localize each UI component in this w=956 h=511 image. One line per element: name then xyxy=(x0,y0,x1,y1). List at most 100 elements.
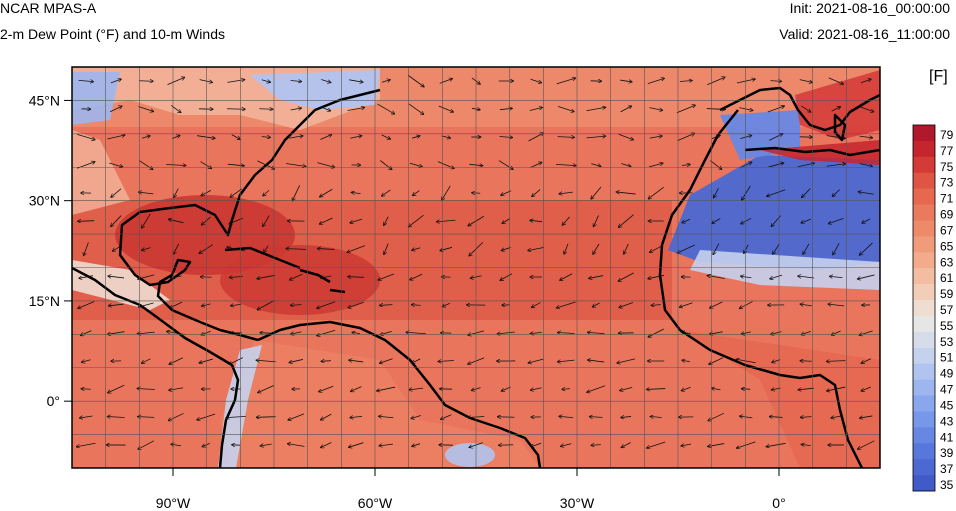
wind-arrow xyxy=(290,80,302,81)
lat-tick-label: 0° xyxy=(47,393,60,409)
wind-arrow xyxy=(826,361,846,362)
wind-arrow xyxy=(530,220,543,221)
wind-arrow xyxy=(317,301,336,308)
colorbar-label: 39 xyxy=(940,446,954,460)
colorbar-label: 49 xyxy=(940,367,954,381)
wind-arrow xyxy=(767,189,786,197)
wind-arrow xyxy=(139,192,154,194)
wind-arrow xyxy=(382,189,391,196)
colorbar-swatch xyxy=(913,140,935,158)
wind-arrow xyxy=(377,386,396,391)
wind-arrow xyxy=(413,190,420,196)
wind-arrow xyxy=(321,361,331,362)
wind-arrow xyxy=(649,136,662,139)
wind-arrow xyxy=(556,301,576,308)
wind-arrow xyxy=(381,80,390,82)
wind-arrow xyxy=(78,80,94,81)
wind-arrow xyxy=(350,136,361,139)
wind-arrow xyxy=(78,301,95,309)
wind-arrow xyxy=(859,136,873,138)
map-frame xyxy=(71,66,881,469)
wind-arrow xyxy=(109,106,122,113)
wind-arrow xyxy=(770,274,783,279)
colorbar-swatch xyxy=(913,300,935,317)
wind-arrow xyxy=(171,444,182,446)
wind-arrow xyxy=(412,358,421,363)
wind-arrow xyxy=(801,218,812,223)
wind-arrow xyxy=(766,442,786,446)
wind-arrow xyxy=(227,247,246,252)
wind-arrow xyxy=(197,413,216,420)
wind-arrow xyxy=(289,359,303,362)
wind-arrow xyxy=(257,160,274,169)
wind-arrow xyxy=(677,133,694,142)
wind-arrow xyxy=(617,358,636,363)
wind-arrow xyxy=(562,216,570,225)
wind-arrow xyxy=(647,441,666,448)
lon-tick-label: 0° xyxy=(772,495,785,511)
wind-arrow xyxy=(741,332,751,334)
wind-arrow xyxy=(138,106,154,112)
colorbar-swatch xyxy=(913,125,935,142)
wind-arrow xyxy=(174,188,179,198)
wind-arrow xyxy=(442,302,450,306)
wind-arrow xyxy=(832,189,840,197)
lon-tick-label: 90°W xyxy=(156,495,191,511)
wind-arrow xyxy=(682,360,691,361)
wind-arrow xyxy=(620,80,632,82)
wind-arrow xyxy=(352,332,361,333)
colorbar-swatch xyxy=(913,475,935,492)
colorbar-label: 69 xyxy=(940,208,954,222)
wind-arrow xyxy=(441,136,451,138)
wind-arrow xyxy=(860,242,873,255)
wind-arrow xyxy=(593,215,599,226)
wind-arrow xyxy=(649,107,662,111)
wind-arrow xyxy=(79,275,94,279)
wind-arrow xyxy=(261,79,271,83)
wind-arrow xyxy=(171,276,182,278)
wind-arrow xyxy=(591,445,601,446)
wind-arrow xyxy=(319,217,333,224)
wind-arrow xyxy=(259,109,272,110)
wind-arrow xyxy=(529,107,542,111)
colorbar-label: 47 xyxy=(940,383,954,397)
wind-arrow xyxy=(439,79,452,84)
wind-arrow xyxy=(828,217,844,223)
wind-arrow xyxy=(561,443,572,447)
wind-arrow xyxy=(557,105,574,111)
wind-arrow xyxy=(498,417,515,418)
wind-arrow xyxy=(860,416,873,418)
wind-arrow xyxy=(861,358,871,363)
wind-arrow xyxy=(440,246,453,250)
init-time: Init: 2021-08-16_00:00:00 xyxy=(789,0,950,16)
wind-arrow xyxy=(532,302,541,308)
colorbar-label: 37 xyxy=(940,462,954,476)
wind-arrow xyxy=(347,107,365,111)
wind-arrow xyxy=(711,135,720,140)
wind-arrow xyxy=(408,103,424,115)
wind-arrow xyxy=(442,185,451,200)
wind-arrow xyxy=(199,244,213,254)
wind-arrow xyxy=(588,332,605,333)
wind-arrow xyxy=(706,109,725,110)
wind-arrow xyxy=(530,162,541,168)
colorbar-label: 51 xyxy=(940,351,954,365)
wind-arrow xyxy=(320,134,331,140)
wind-arrow xyxy=(861,386,871,391)
wind-arrow xyxy=(320,188,333,196)
colorbar-label: 71 xyxy=(940,192,954,206)
wind-arrow xyxy=(76,442,96,446)
wind-arrow xyxy=(830,276,843,277)
wind-arrow xyxy=(741,217,752,224)
wind-arrow xyxy=(559,416,574,417)
wind-arrow xyxy=(714,188,719,197)
wind-arrow xyxy=(411,415,421,419)
wind-arrow xyxy=(558,332,575,333)
wind-arrow xyxy=(137,388,155,389)
wind-arrow xyxy=(621,163,631,166)
wind-arrow xyxy=(616,192,636,195)
wind-arrow xyxy=(498,160,513,170)
colorbar-label: 75 xyxy=(940,160,954,174)
wind-arrow xyxy=(593,243,600,254)
wind-arrow xyxy=(827,386,846,391)
